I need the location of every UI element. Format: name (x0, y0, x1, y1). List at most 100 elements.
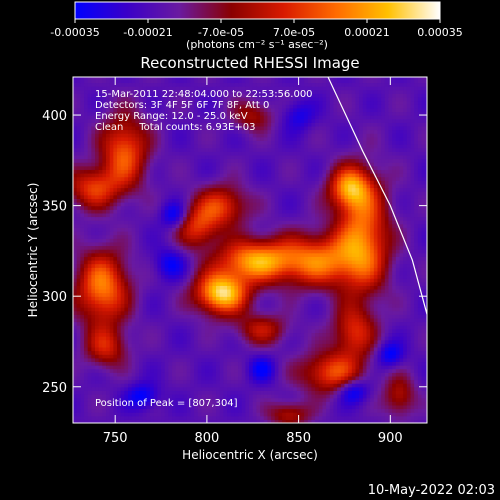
heatmap-cell (186, 278, 191, 283)
heatmap-cell (128, 285, 133, 290)
heatmap-cell (425, 259, 427, 265)
heatmap-cell (381, 252, 386, 257)
heatmap-cell (186, 383, 191, 388)
heatmap-cell (399, 328, 404, 334)
heatmap-cell (318, 256, 324, 261)
heatmap-cell (216, 245, 221, 250)
heatmap-cell (161, 238, 166, 243)
heatmap-cell (95, 281, 100, 286)
heatmap-cell (425, 274, 427, 279)
heatmap-cell (337, 336, 342, 341)
heatmap-cell (124, 368, 129, 373)
heatmap-cell (293, 354, 298, 359)
heatmap-cell (183, 328, 188, 334)
heatmap-cell (293, 310, 298, 315)
heatmap-cell (340, 245, 346, 250)
heatmap-cell (263, 419, 269, 423)
heatmap-cell (311, 361, 316, 366)
heatmap-cell (190, 292, 195, 297)
heatmap-cell (285, 249, 291, 254)
heatmap-cell (414, 343, 419, 348)
heatmap-cell (95, 303, 100, 308)
heatmap-cell (406, 281, 412, 286)
heatmap-cell (212, 404, 217, 410)
heatmap-cell (300, 368, 305, 373)
heatmap-cell (289, 332, 294, 337)
heatmap-cell (300, 354, 305, 359)
heatmap-cell (164, 234, 169, 239)
heatmap-cell (208, 317, 213, 323)
heatmap-cell (227, 310, 232, 315)
heatmap-cell (282, 365, 287, 370)
heatmap-cell (359, 292, 364, 297)
heatmap-cell (249, 408, 254, 413)
heatmap-cell (150, 270, 155, 276)
heatmap-cell (142, 332, 147, 337)
heatmap-cell (84, 394, 89, 399)
heatmap-cell (153, 321, 158, 326)
heatmap-cell (355, 314, 360, 319)
heatmap-cell (421, 245, 426, 250)
heatmap-cell (304, 397, 309, 402)
heatmap-cell (300, 321, 305, 326)
heatmap-cell (175, 288, 180, 294)
heatmap-cell (399, 368, 404, 373)
heatmap-cell (205, 365, 210, 370)
heatmap-cell (366, 397, 371, 402)
heatmap-cell (194, 267, 199, 272)
heatmap-cell (164, 412, 169, 417)
heatmap-cell (84, 368, 89, 373)
heatmap-cell (157, 325, 162, 330)
heatmap-cell (399, 354, 404, 359)
heatmap-cell (201, 314, 206, 319)
heatmap-cell (403, 386, 408, 391)
heatmap-cell (311, 357, 316, 363)
heatmap-cell (326, 361, 331, 366)
heatmap-cell (260, 267, 265, 272)
heatmap-cell (106, 314, 111, 319)
heatmap-cell (190, 274, 195, 279)
heatmap-cell (267, 404, 272, 410)
heatmap-cell (139, 415, 144, 420)
heatmap-cell (135, 365, 140, 370)
heatmap-cell (278, 267, 283, 272)
heatmap-cell (73, 310, 78, 315)
heatmap-cell (318, 419, 324, 423)
heatmap-cell (260, 249, 265, 254)
heatmap-cell (289, 274, 294, 279)
heatmap-cell (179, 278, 184, 283)
heatmap-cell (256, 263, 261, 268)
heatmap-cell (223, 339, 228, 344)
heatmap-cell (392, 274, 397, 279)
heatmap-cell (164, 336, 169, 341)
heatmap-cell (205, 296, 210, 301)
heatmap-cell (142, 249, 147, 254)
heatmap-cell (329, 339, 335, 344)
heatmap-cell (76, 281, 81, 286)
heatmap-cell (120, 372, 125, 377)
heatmap-cell (175, 390, 180, 395)
heatmap-cell (395, 401, 401, 406)
heatmap-cell (362, 328, 368, 334)
heatmap-cell (260, 394, 265, 399)
heatmap-cell (362, 346, 368, 352)
heatmap-cell (91, 401, 96, 406)
heatmap-cell (150, 328, 155, 334)
heatmap-cell (190, 375, 195, 381)
heatmap-cell (139, 404, 144, 410)
heatmap-cell (410, 281, 415, 286)
heatmap-cell (329, 368, 335, 373)
heatmap-cell (175, 317, 180, 323)
heatmap-cell (216, 303, 221, 308)
heatmap-cell (241, 252, 247, 257)
heatmap-cell (410, 390, 415, 395)
heatmap-cell (238, 285, 243, 290)
heatmap-cell (194, 245, 199, 250)
heatmap-cell (282, 408, 287, 413)
heatmap-cell (249, 317, 254, 323)
heatmap-cell (241, 299, 247, 305)
heatmap-cell (395, 292, 401, 297)
heatmap-cell (366, 390, 371, 395)
heatmap-cell (172, 336, 177, 341)
heatmap-cell (285, 394, 291, 399)
